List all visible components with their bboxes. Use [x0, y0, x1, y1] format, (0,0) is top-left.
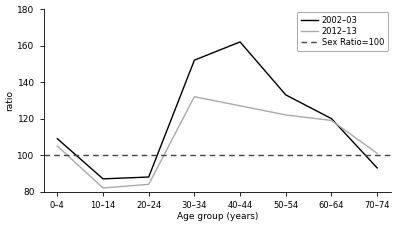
Line: 2002–03: 2002–03: [57, 42, 377, 179]
2002–03: [55, 137, 60, 140]
2002–03: [283, 94, 288, 96]
2012–13: [146, 183, 151, 186]
Line: 2012–13: 2012–13: [57, 97, 377, 188]
2012–13: [283, 114, 288, 116]
2012–13: [329, 119, 334, 122]
2012–13: [100, 187, 105, 189]
2002–03: [375, 167, 380, 169]
2012–13: [192, 95, 197, 98]
Sex Ratio=100: [55, 154, 60, 156]
2012–13: [238, 104, 243, 107]
2002–03: [329, 117, 334, 120]
Legend: 2002–03, 2012–13, Sex Ratio=100: 2002–03, 2012–13, Sex Ratio=100: [297, 12, 388, 51]
2012–13: [55, 145, 60, 147]
X-axis label: Age group (years): Age group (years): [177, 212, 258, 222]
2002–03: [192, 59, 197, 62]
Y-axis label: ratio: ratio: [6, 90, 15, 111]
2002–03: [100, 178, 105, 180]
2012–13: [375, 152, 380, 155]
2002–03: [146, 176, 151, 178]
Sex Ratio=100: [100, 154, 105, 156]
2002–03: [238, 41, 243, 43]
